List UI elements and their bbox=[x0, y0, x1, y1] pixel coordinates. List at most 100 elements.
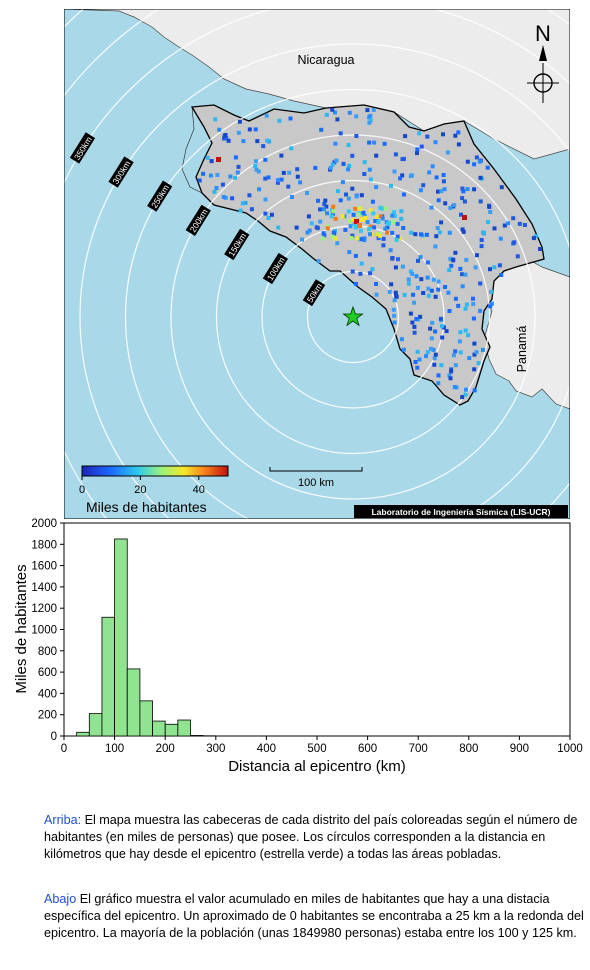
district-marker bbox=[413, 232, 418, 237]
district-marker bbox=[255, 139, 260, 144]
district-marker bbox=[374, 153, 379, 158]
district-marker bbox=[220, 182, 225, 187]
district-marker bbox=[368, 177, 373, 182]
district-marker bbox=[436, 381, 441, 386]
district-marker bbox=[492, 226, 497, 231]
district-marker bbox=[464, 302, 469, 307]
district-marker bbox=[343, 227, 348, 232]
district-marker bbox=[378, 233, 382, 238]
histogram-bar bbox=[126, 668, 141, 737]
district-marker bbox=[474, 253, 479, 258]
district-marker bbox=[309, 221, 314, 226]
district-marker bbox=[237, 119, 242, 124]
district-marker bbox=[236, 130, 241, 135]
district-marker bbox=[463, 392, 468, 397]
district-marker bbox=[531, 236, 536, 241]
district-marker bbox=[460, 395, 465, 400]
district-marker bbox=[249, 207, 254, 212]
district-marker bbox=[314, 225, 319, 230]
district-marker bbox=[221, 195, 226, 199]
district-marker bbox=[474, 350, 479, 355]
histogram-bar bbox=[164, 723, 179, 737]
district-marker bbox=[333, 110, 337, 115]
district-marker bbox=[453, 363, 458, 368]
district-marker bbox=[409, 173, 414, 178]
district-marker bbox=[472, 187, 477, 192]
y-tick-label: 1200 bbox=[31, 603, 57, 615]
distance-histogram: 0 100 200 300 400 500 600 700 800 900 1000 0 200 400… bbox=[13, 518, 583, 775]
district-marker bbox=[446, 290, 451, 295]
district-marker bbox=[367, 120, 372, 125]
district-marker bbox=[360, 217, 365, 222]
district-marker bbox=[392, 169, 397, 174]
district-marker bbox=[429, 346, 433, 351]
district-marker bbox=[236, 164, 241, 169]
district-marker bbox=[485, 165, 490, 170]
district-marker bbox=[396, 257, 400, 262]
district-marker bbox=[393, 152, 398, 157]
district-marker bbox=[487, 204, 492, 209]
district-marker bbox=[511, 216, 516, 221]
district-marker bbox=[351, 217, 355, 222]
north-arrow: N bbox=[527, 21, 559, 103]
district-marker bbox=[290, 195, 294, 199]
district-marker bbox=[406, 281, 411, 286]
histogram-bar bbox=[88, 713, 103, 737]
district-marker bbox=[399, 216, 404, 221]
district-marker bbox=[437, 230, 442, 235]
district-marker bbox=[392, 298, 397, 303]
district-marker bbox=[266, 175, 271, 180]
district-marker bbox=[472, 162, 477, 167]
district-marker bbox=[392, 214, 397, 218]
district-marker bbox=[439, 189, 444, 194]
district-marker bbox=[418, 255, 423, 260]
label-panama: Panamá bbox=[515, 326, 529, 373]
district-marker bbox=[238, 208, 243, 213]
district-marker bbox=[460, 284, 465, 289]
district-marker bbox=[266, 216, 271, 220]
district-marker bbox=[413, 360, 418, 364]
district-marker bbox=[440, 335, 445, 340]
district-marker bbox=[410, 320, 415, 325]
district-marker bbox=[374, 292, 379, 297]
district-marker bbox=[488, 267, 492, 272]
district-marker bbox=[389, 183, 393, 188]
district-marker bbox=[323, 198, 328, 203]
district-marker bbox=[461, 229, 466, 234]
district-marker bbox=[393, 265, 398, 270]
district-marker bbox=[499, 273, 504, 277]
district-marker bbox=[233, 175, 238, 180]
district-marker bbox=[201, 171, 206, 176]
district-marker bbox=[435, 226, 440, 230]
district-marker bbox=[372, 225, 377, 230]
district-marker bbox=[460, 186, 465, 191]
district-marker bbox=[401, 226, 406, 230]
district-marker bbox=[346, 209, 351, 214]
x-tick-label: 200 bbox=[156, 743, 175, 755]
district-marker bbox=[419, 277, 424, 282]
district-marker bbox=[330, 162, 335, 167]
district-marker bbox=[453, 133, 458, 138]
district-marker bbox=[451, 353, 456, 358]
district-marker bbox=[359, 237, 364, 242]
district-marker bbox=[417, 131, 422, 136]
district-marker bbox=[344, 192, 348, 197]
district-marker bbox=[365, 108, 370, 113]
district-marker bbox=[224, 136, 229, 141]
district-marker bbox=[325, 226, 330, 231]
district-marker bbox=[432, 362, 437, 367]
district-marker bbox=[453, 349, 458, 354]
district-marker bbox=[418, 314, 423, 319]
district-marker bbox=[358, 271, 363, 276]
district-marker bbox=[463, 328, 468, 333]
histogram-bars bbox=[76, 538, 217, 737]
district-marker bbox=[388, 248, 393, 253]
district-marker bbox=[353, 253, 358, 258]
district-marker bbox=[464, 387, 468, 392]
district-marker bbox=[209, 159, 214, 164]
district-marker bbox=[316, 198, 320, 203]
distance-ring bbox=[215, 179, 491, 455]
district-marker bbox=[414, 317, 419, 321]
district-marker bbox=[321, 207, 326, 212]
district-marker bbox=[433, 140, 438, 145]
